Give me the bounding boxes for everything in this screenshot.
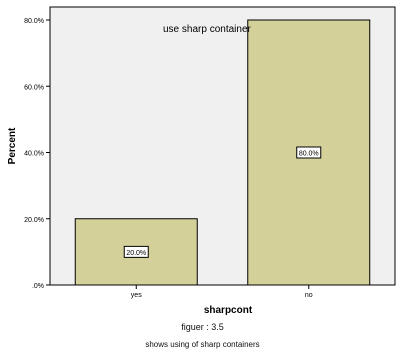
x-tick-label: no [305,292,313,299]
y-tick-label: .0% [32,283,44,290]
data-label-box [296,146,322,159]
figure-number: figuer : 3.5 [181,322,224,332]
y-tick-label: 60.0% [24,84,44,91]
chart-title: use sharp container [163,24,252,35]
y-tick-label: 80.0% [24,18,44,25]
bar-chart: 20.0% 80.0% .0% 20.0% 40.0% 60.0% 80.0% yes no… [7,6,396,316]
y-tick-label: 20.0% [24,217,44,224]
x-axis-label: sharpcont [204,305,253,316]
data-label: 20.0% [126,250,146,257]
figure-caption: shows using of sharp containers [145,340,260,349]
x-tick-label: yes [131,292,142,299]
y-axis-label: Percent [7,127,18,164]
data-label: 80.0% [299,151,319,158]
y-tick-label: 40.0% [24,151,44,158]
data-label-box [123,245,149,258]
